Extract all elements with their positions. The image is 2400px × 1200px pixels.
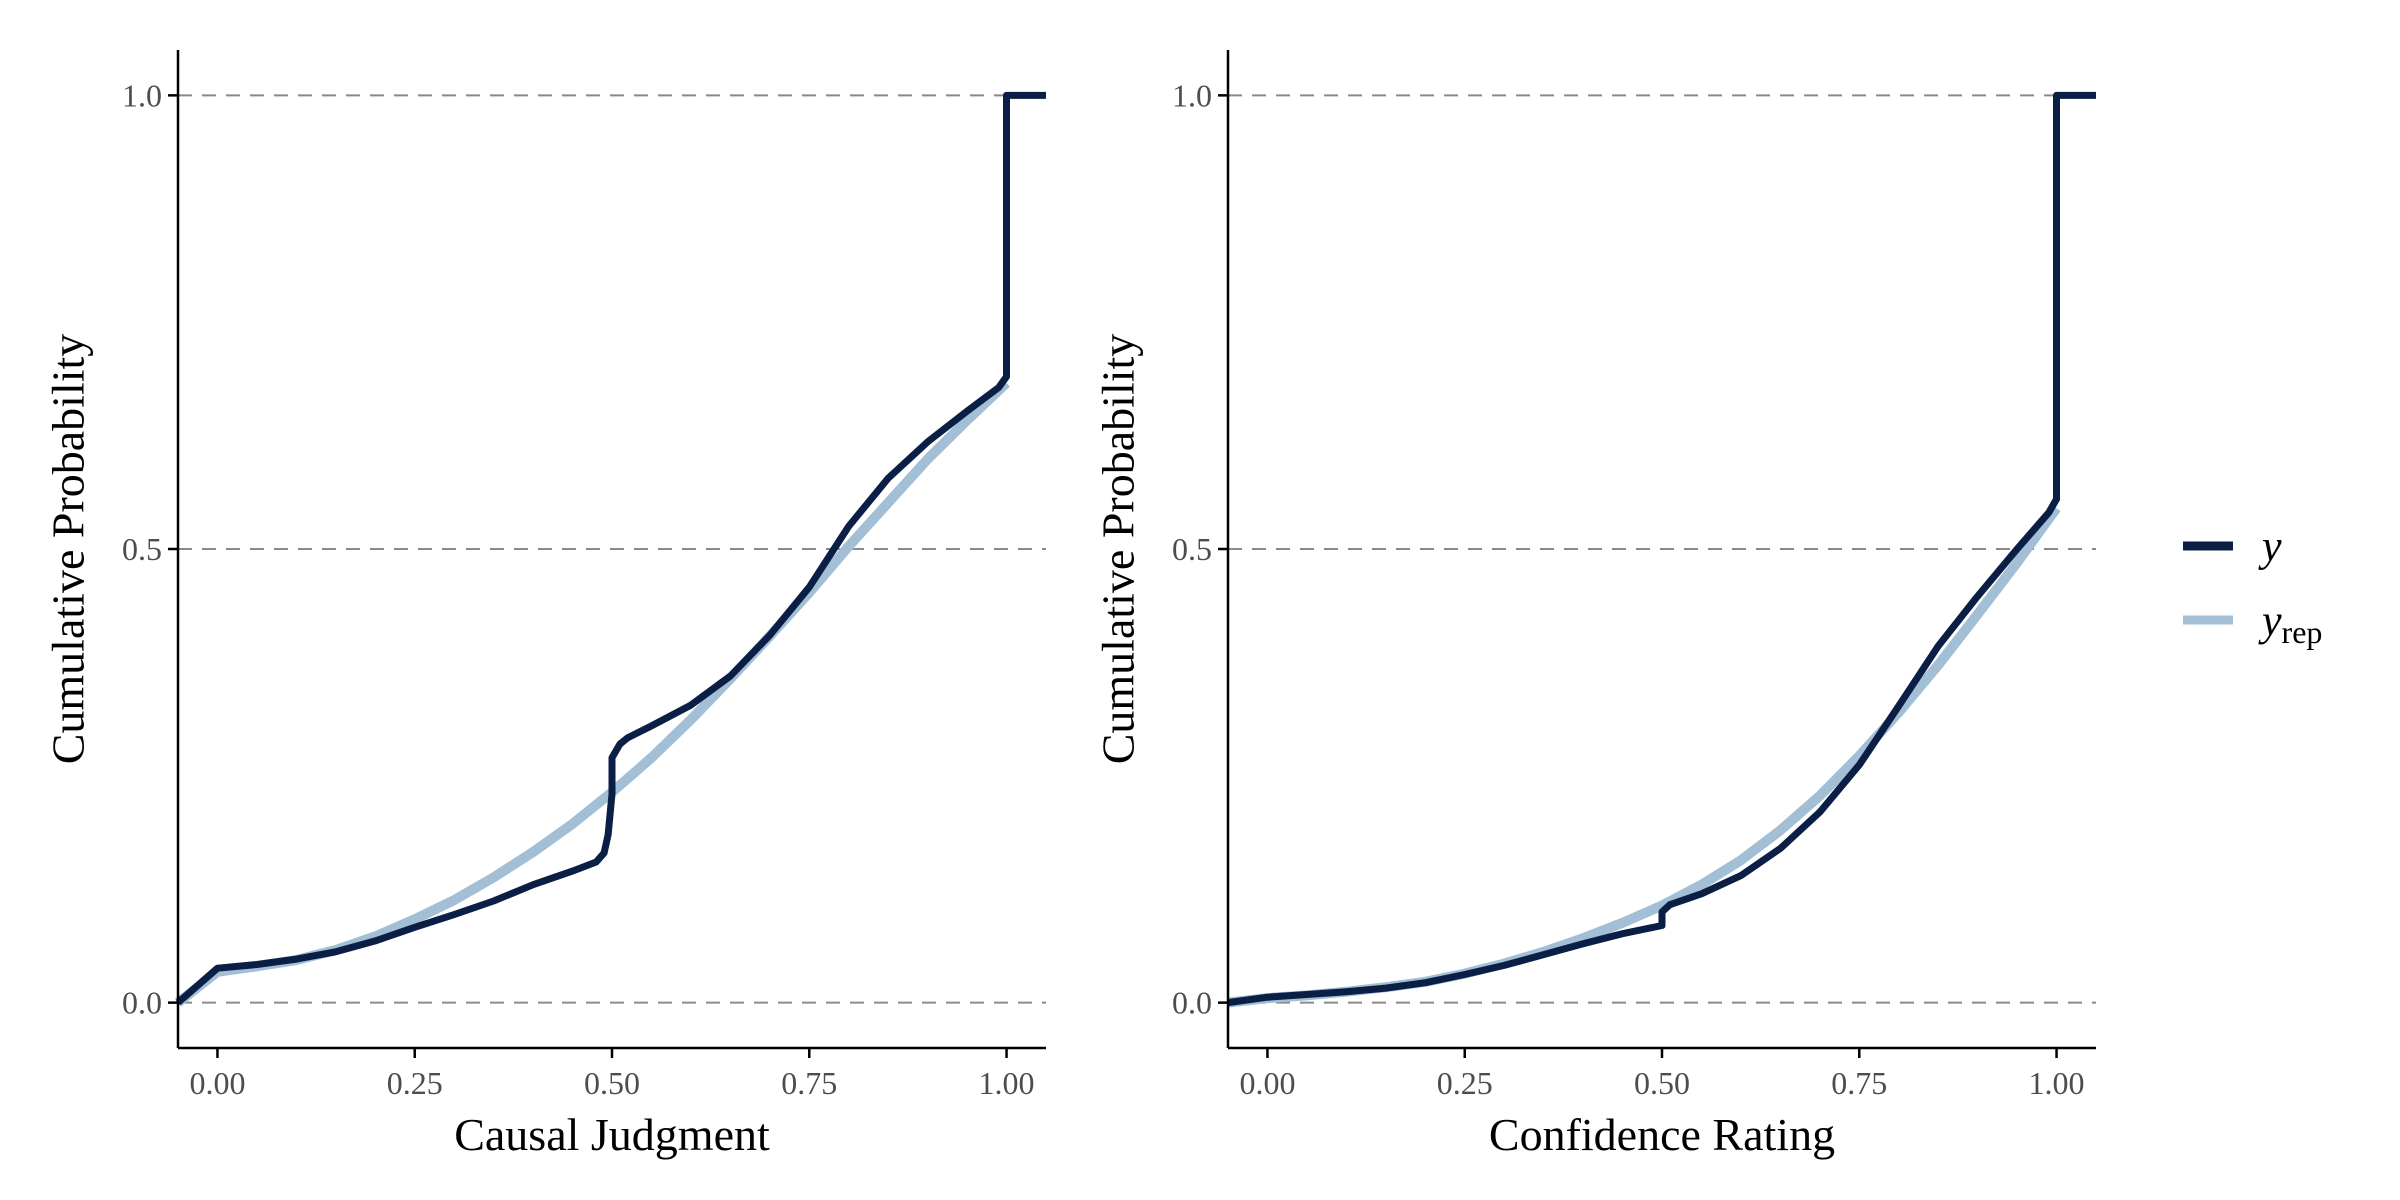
series-line-y xyxy=(175,91,1046,1006)
x-tick-label: 0.00 xyxy=(189,1065,245,1101)
y-tick-label: 1.0 xyxy=(1172,77,1212,113)
x-tick-label: 0.75 xyxy=(1831,1065,1887,1101)
y-tick-label: 0.0 xyxy=(122,985,162,1021)
x-tick-label: 0.25 xyxy=(1437,1065,1493,1101)
y-tick-label: 0.0 xyxy=(1172,985,1212,1021)
legend: y yrep xyxy=(2183,522,2322,651)
series-line-yrep xyxy=(174,379,1010,1007)
legend-label-yrep-base: y xyxy=(2258,596,2282,645)
x-tick-label: 0.75 xyxy=(781,1065,837,1101)
y-axis-title: Cumulative Probability xyxy=(43,334,94,765)
x-tick-label: 1.00 xyxy=(2029,1065,2085,1101)
legend-label-yrep: yrep xyxy=(2258,596,2322,651)
legend-label-yrep-subscript: rep xyxy=(2282,614,2323,650)
x-tick-label: 0.50 xyxy=(584,1065,640,1101)
y-axis-title: Cumulative Probability xyxy=(1093,334,1144,765)
x-tick-label: 0.50 xyxy=(1634,1065,1690,1101)
x-tick-label: 0.00 xyxy=(1239,1065,1295,1101)
y-tick-label: 0.5 xyxy=(122,531,162,567)
x-axis-title: Causal Judgment xyxy=(454,1109,770,1160)
x-axis-title: Confidence Rating xyxy=(1489,1109,1835,1160)
x-tick-label: 0.25 xyxy=(387,1065,443,1101)
series-line-y xyxy=(1227,91,2096,1007)
y-tick-label: 1.0 xyxy=(122,77,162,113)
panel-confidence-rating: 0.0 0.5 1.0 0.00 0.25 0.50 0.75 1.00 Confidence … xyxy=(1093,50,2096,1160)
x-tick-label: 1.00 xyxy=(979,1065,1035,1101)
legend-label-y: y xyxy=(2258,522,2282,571)
panel-causal-judgment: 0.0 0.5 1.0 0.00 0.25 0.50 0.75 1.00 Causal Judg… xyxy=(43,50,1046,1160)
y-tick-label: 0.5 xyxy=(1172,531,1212,567)
